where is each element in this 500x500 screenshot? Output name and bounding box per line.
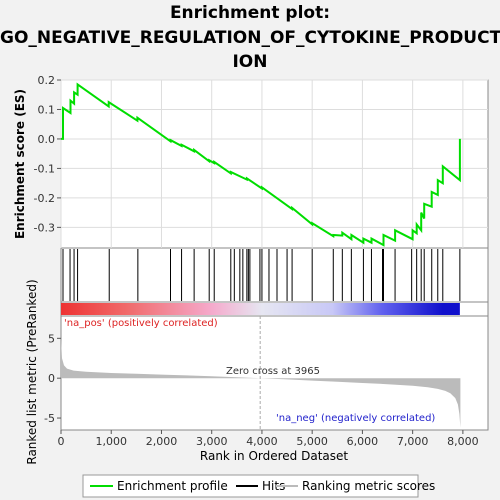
enrichment-profile-line [61, 82, 461, 247]
es-y-tick-label: 0.0 [38, 133, 56, 146]
ranking-y-tick-label: 5 [48, 332, 55, 345]
es-y-tick-label: -0.1 [34, 162, 55, 175]
es-y-tick-label: -0.2 [34, 192, 55, 205]
legend-hits-label: Hits [262, 479, 285, 493]
legend-enrichment-label: Enrichment profile [117, 479, 228, 493]
es-y-tick-label: 0.2 [38, 74, 56, 87]
ranking-y-tick-label: 0 [48, 372, 55, 385]
chart-title-line-1: Enrichment plot: [169, 3, 331, 23]
x-tick-label: 3,000 [196, 435, 228, 448]
x-tick-label: 8,000 [447, 435, 479, 448]
x-tick-label: 0 [58, 435, 65, 448]
es-panel [60, 79, 489, 249]
x-tick-label: 5,000 [296, 435, 328, 448]
zero-cross-label: Zero cross at 3965 [226, 366, 320, 377]
x-tick-label: 1,000 [95, 435, 127, 448]
x-tick-label: 7,000 [397, 435, 429, 448]
es-y-tick-label: 0.1 [38, 103, 56, 116]
x-tick-label: 6,000 [347, 435, 379, 448]
legend-ranking-label: Ranking metric scores [302, 479, 435, 493]
positive-correlation-label: 'na_pos' (positively correlated) [64, 318, 218, 329]
chart-title-line-3: ION [232, 52, 268, 72]
es-y-tick-label: -0.3 [34, 221, 55, 234]
ranking-panel [60, 315, 489, 431]
ranking-y-axis-label: Ranked list metric (PreRanked) [25, 279, 39, 464]
es-y-axis-label: Enrichment score (ES) [13, 89, 27, 239]
negative-correlation-label: 'na_neg' (negatively correlated) [276, 413, 435, 424]
ranking-y-tick-label: -5 [44, 412, 55, 425]
x-tick-label: 2,000 [146, 435, 178, 448]
x-tick-label: 4,000 [246, 435, 278, 448]
x-axis-label: Rank in Ordered Dataset [200, 449, 348, 463]
ranking-metric-area [61, 338, 461, 428]
chart-title-line-2: GO_NEGATIVE_REGULATION_OF_CYTOKINE_PRODU… [0, 28, 500, 48]
ranked-heatmap-bar [61, 303, 460, 315]
